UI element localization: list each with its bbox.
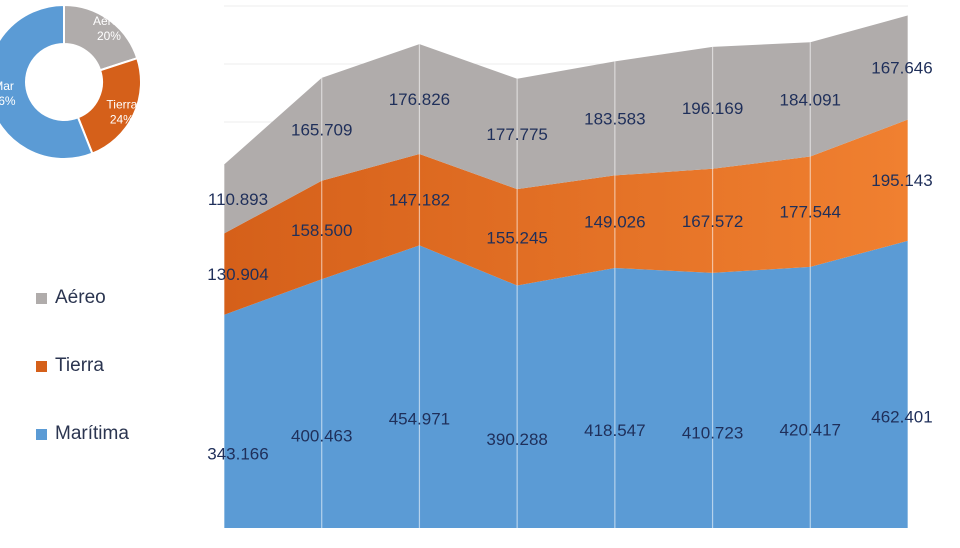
data-label-aereo-2: 176.826 (389, 90, 450, 109)
data-label-aereo-3: 177.775 (486, 125, 547, 144)
data-label-tierra-3: 155.245 (486, 228, 547, 247)
donut-label-percent-2: 56% (0, 94, 16, 108)
donut-label-name-0: Aéreo (93, 14, 125, 28)
area-aereo (224, 15, 908, 234)
data-label-maritima-2: 454.971 (389, 410, 450, 429)
legend-label-aereo: Aéreo (55, 287, 106, 308)
data-label-tierra-2: 147.182 (389, 191, 450, 210)
legend-item-maritima: Marítima (36, 400, 129, 468)
area-tierra (224, 119, 908, 315)
data-label-aereo-6: 184.091 (780, 90, 841, 109)
data-label-tierra-5: 167.572 (682, 212, 743, 231)
legend-swatch-tierra (36, 360, 47, 372)
legend-label-tierra: Tierra (55, 355, 104, 376)
data-label-tierra-7: 195.143 (871, 171, 932, 190)
area-maritima (224, 240, 908, 528)
data-label-tierra-6: 177.544 (780, 203, 841, 222)
data-label-tierra-1: 158.500 (291, 221, 352, 240)
legend-label-maritima: Marítima (55, 423, 129, 444)
data-label-maritima-0: 343.166 (207, 444, 268, 463)
data-label-aereo-4: 183.583 (584, 109, 645, 128)
legend-swatch-maritima (36, 428, 47, 440)
donut-label-percent-1: 24% (110, 112, 134, 126)
donut-slice-2 (0, 3, 94, 160)
data-label-tierra-4: 149.026 (584, 213, 645, 232)
data-label-maritima-5: 410.723 (682, 423, 743, 442)
data-label-maritima-7: 462.401 (871, 407, 932, 426)
data-label-maritima-4: 418.547 (584, 421, 645, 440)
legend-swatch-aereo (36, 292, 47, 304)
data-label-maritima-6: 420.417 (780, 420, 841, 439)
chart-legend: Aéreo Tierra Marítima (36, 264, 129, 468)
donut-label-name-2: Mar (0, 79, 14, 93)
data-label-aereo-5: 196.169 (682, 99, 743, 118)
data-label-aereo-1: 165.709 (291, 120, 352, 139)
data-label-aereo-7: 167.646 (871, 58, 932, 77)
data-label-tierra-0: 130.904 (207, 265, 268, 284)
donut-label-name-1: Tierra (106, 97, 137, 111)
data-label-maritima-1: 400.463 (291, 427, 352, 446)
legend-item-tierra: Tierra (36, 332, 129, 400)
data-label-maritima-3: 390.288 (486, 430, 547, 449)
legend-item-aereo: Aéreo (36, 264, 129, 332)
data-label-aereo-0: 110.893 (208, 190, 268, 209)
donut-label-percent-0: 20% (97, 29, 121, 43)
